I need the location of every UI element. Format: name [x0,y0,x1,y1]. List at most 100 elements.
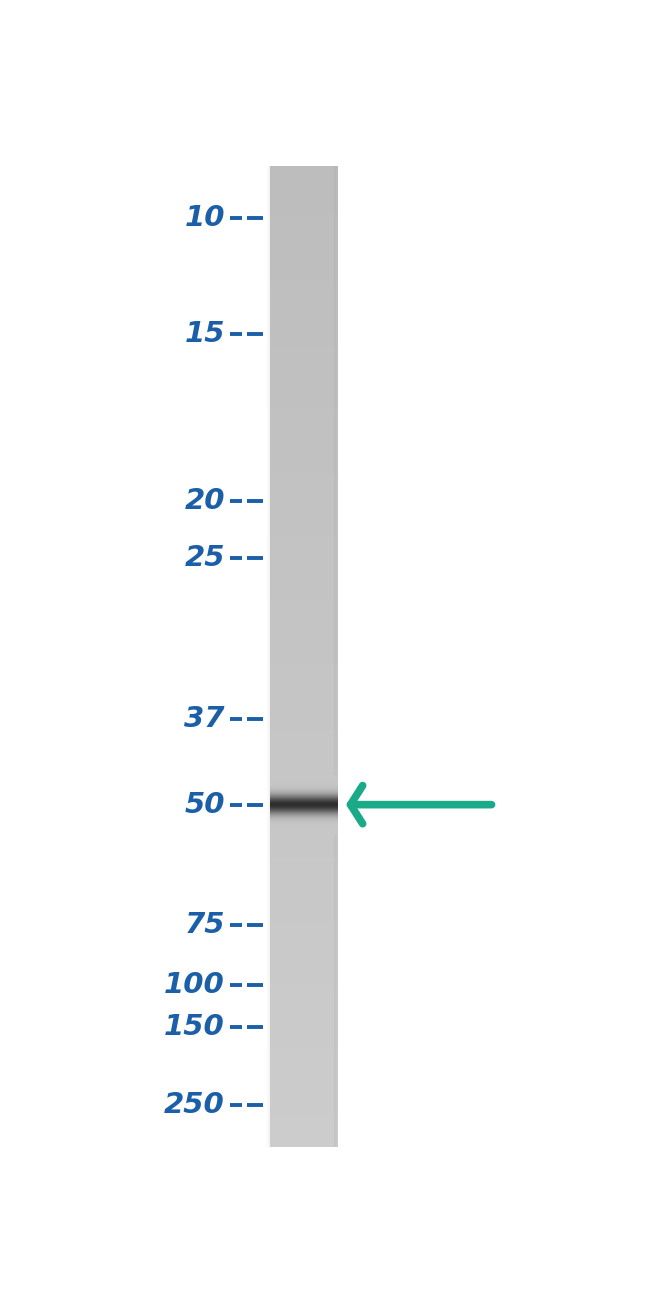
Bar [270,794,338,797]
Bar [270,482,338,485]
Bar [270,1093,338,1096]
Bar [270,828,338,831]
Bar [270,581,338,582]
Bar [270,278,338,281]
Bar [270,277,338,278]
Bar [270,853,338,855]
Text: 75: 75 [185,911,225,939]
Bar [270,195,338,198]
Bar [270,723,338,725]
Bar [270,264,338,266]
Bar [270,330,338,333]
Bar [270,914,338,916]
Bar [270,701,338,703]
Bar [270,360,338,363]
Bar [270,494,338,497]
Bar [270,515,338,516]
Bar [270,642,338,645]
Bar [270,1127,338,1130]
Bar [270,252,338,255]
Bar [270,961,338,963]
Bar [270,549,338,551]
Bar [270,377,338,380]
Bar [270,556,338,559]
Bar [270,1096,338,1098]
Bar [270,499,338,502]
Bar [270,1132,338,1135]
Bar [270,602,338,604]
Bar [270,797,338,798]
Bar [270,988,338,991]
Bar [270,1005,338,1008]
Bar [270,355,338,358]
Bar [270,416,338,419]
Bar [270,858,338,861]
Bar [270,762,338,764]
Bar [270,1115,338,1118]
Bar [270,1083,338,1085]
Bar [270,1041,338,1044]
Bar [270,731,338,732]
Bar [270,1100,338,1102]
Bar [270,502,338,504]
Bar [270,244,338,247]
Bar [270,560,338,563]
Bar [270,389,338,391]
Bar [270,646,338,649]
Bar [270,978,338,980]
Bar [270,480,338,482]
Bar [270,227,338,230]
Bar [270,1124,338,1127]
Bar [270,775,338,776]
Bar [270,1078,338,1080]
Bar [270,956,338,958]
Bar [270,604,338,607]
Bar [270,1086,338,1088]
Bar [270,473,338,474]
Bar [270,385,338,386]
Bar [270,429,338,430]
Bar [270,286,338,289]
Bar [270,1049,338,1052]
Bar [270,281,338,283]
Bar [270,578,338,581]
Bar [270,170,338,173]
Bar [270,338,338,341]
Bar [270,776,338,779]
Bar [270,809,338,811]
Bar [270,455,338,458]
Bar [270,598,338,601]
Bar [270,698,338,701]
Bar [270,754,338,757]
Bar [270,316,338,318]
Bar [270,654,338,656]
Bar [270,889,338,892]
Bar [270,953,338,956]
Bar [270,474,338,477]
Bar [270,407,338,408]
Bar [270,911,338,914]
Bar [270,833,338,836]
Bar [270,250,338,252]
Bar [270,725,338,728]
Bar [270,759,338,762]
Bar [270,441,338,443]
Text: 10: 10 [185,204,225,233]
Bar [270,620,338,623]
Bar [270,283,338,286]
Bar [270,757,338,759]
Bar [270,803,338,806]
Bar [270,261,338,264]
Bar [270,200,338,203]
Bar [270,188,338,191]
Bar [270,651,338,654]
Bar [270,786,338,789]
Bar [270,867,338,870]
Bar [270,662,338,664]
Bar [270,1008,338,1010]
Bar [270,623,338,624]
Bar [270,183,338,186]
Bar [270,372,338,374]
Bar [270,541,338,543]
Bar [270,676,338,679]
